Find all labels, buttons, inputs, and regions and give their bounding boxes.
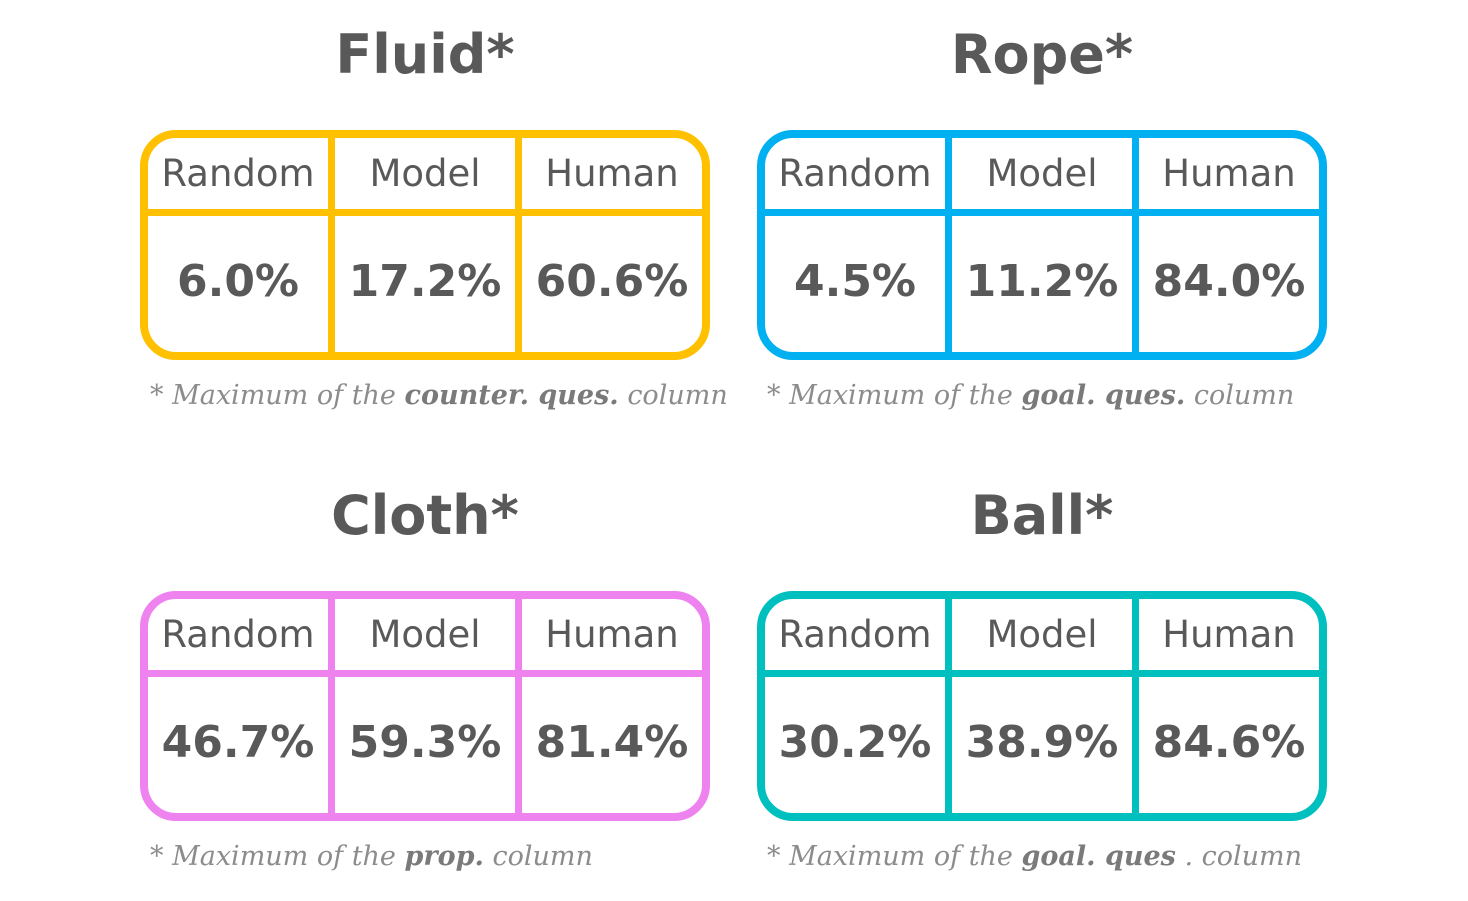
score-table: Random Model Human 30.2% 38.9% 84.6%	[757, 591, 1327, 821]
header-row: Random Model Human	[148, 599, 702, 677]
footnote-prefix: * Maximum of the	[767, 380, 1013, 411]
panel-title: Cloth*	[331, 484, 519, 547]
score-table: Random Model Human 46.7% 59.3% 81.4%	[140, 591, 710, 821]
footnote: * Maximum of the goal. ques . column	[767, 841, 1387, 872]
value-row: 6.0% 17.2% 60.6%	[148, 216, 702, 352]
value-model: 38.9%	[945, 677, 1132, 813]
column-header-human: Human	[1132, 138, 1319, 209]
value-random: 30.2%	[778, 717, 932, 768]
footnote-suffix: column	[492, 841, 593, 872]
value-human: 84.6%	[1132, 677, 1319, 813]
value-row: 46.7% 59.3% 81.4%	[148, 677, 702, 813]
score-table: Random Model Human 6.0% 17.2% 60.6%	[140, 130, 710, 360]
panel-rope: Rope* Random Model Human 4.5% 11.2% 84.0…	[757, 0, 1377, 440]
value-row: 4.5% 11.2% 84.0%	[765, 216, 1319, 352]
footnote-emphasis: counter. ques.	[404, 380, 619, 411]
header-row: Random Model Human	[765, 138, 1319, 216]
footnote-suffix: column	[1193, 380, 1295, 411]
panel-title: Ball*	[970, 484, 1114, 547]
column-header-human: Human	[1132, 599, 1319, 670]
header-row: Random Model Human	[765, 599, 1319, 677]
footnote: * Maximum of the prop. column	[150, 841, 770, 872]
column-header-random: Random	[778, 152, 932, 195]
footnote-emphasis: goal. ques.	[1021, 380, 1186, 411]
value-random: 6.0%	[176, 256, 300, 307]
column-header-random: Random	[161, 613, 315, 656]
footnote-prefix: * Maximum of the	[150, 380, 396, 411]
value-random: 4.5%	[793, 256, 917, 307]
value-human: 81.4%	[515, 677, 702, 813]
panel-title: Rope*	[950, 23, 1134, 86]
footnote-prefix: * Maximum of the	[150, 841, 396, 872]
panel-cloth: Cloth* Random Model Human 46.7% 59.3% 81…	[140, 461, 760, 901]
value-model: 59.3%	[328, 677, 515, 813]
column-header-model: Model	[945, 599, 1132, 670]
header-row: Random Model Human	[148, 138, 702, 216]
value-model: 17.2%	[328, 216, 515, 352]
value-human: 60.6%	[515, 216, 702, 352]
footnote-prefix: * Maximum of the	[767, 841, 1013, 872]
column-header-model: Model	[945, 138, 1132, 209]
column-header-model: Model	[328, 138, 515, 209]
footnote-emphasis: prop.	[404, 841, 484, 872]
value-random: 46.7%	[161, 717, 315, 768]
footnote-emphasis: goal. ques	[1021, 841, 1176, 872]
footnote-suffix: . column	[1184, 841, 1302, 872]
panel-ball: Ball* Random Model Human 30.2% 38.9% 84.…	[757, 461, 1377, 901]
footnote: * Maximum of the goal. ques. column	[767, 380, 1387, 411]
value-row: 30.2% 38.9% 84.6%	[765, 677, 1319, 813]
column-header-random: Random	[161, 152, 315, 195]
panel-fluid: Fluid* Random Model Human 6.0% 17.2% 60.…	[140, 0, 760, 440]
column-header-random: Random	[778, 613, 932, 656]
footnote-suffix: column	[627, 380, 728, 411]
column-header-model: Model	[328, 599, 515, 670]
value-model: 11.2%	[945, 216, 1132, 352]
column-header-human: Human	[515, 599, 702, 670]
value-human: 84.0%	[1132, 216, 1319, 352]
panel-title: Fluid*	[335, 23, 515, 86]
footnote: * Maximum of the counter. ques. column	[150, 380, 770, 411]
score-table: Random Model Human 4.5% 11.2% 84.0%	[757, 130, 1327, 360]
column-header-human: Human	[515, 138, 702, 209]
